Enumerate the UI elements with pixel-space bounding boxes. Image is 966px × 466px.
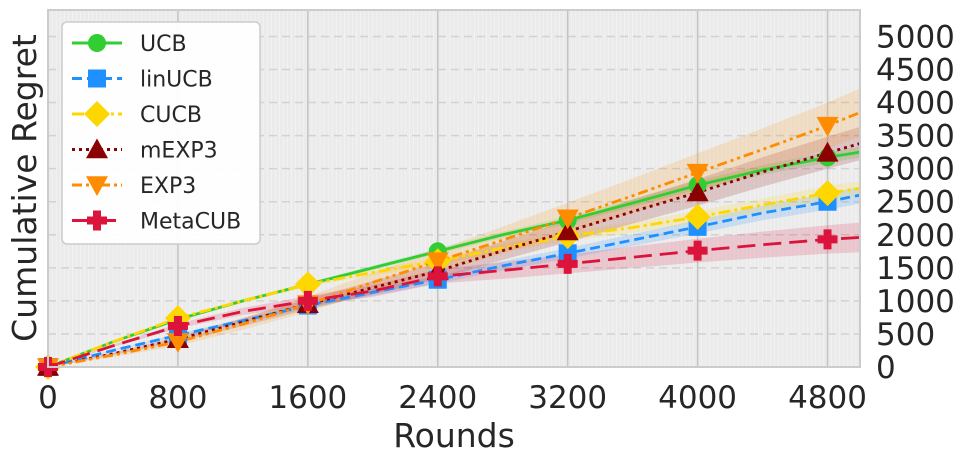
legend-marker-mexp3 <box>86 138 108 159</box>
marker-metacub <box>557 253 578 274</box>
legend-label-ucb: UCB <box>140 32 187 57</box>
series-line-exp3 <box>47 111 861 369</box>
marker-metacub <box>297 290 318 311</box>
x-tick-label: 4000 <box>658 380 737 416</box>
marker-metacub <box>817 229 838 250</box>
y-tick-label: 1000 <box>876 284 955 320</box>
legend-label-metacub: MetaCUB <box>140 210 241 235</box>
marker-exp3 <box>426 252 449 273</box>
marker-cucb <box>814 180 841 207</box>
series-line-metacub <box>47 236 861 369</box>
x-axis-title: Rounds <box>393 416 515 455</box>
legend-marker-linucb <box>88 69 106 88</box>
marker-exp3 <box>556 209 579 230</box>
y-tick-label: 0 <box>876 350 896 386</box>
x-tick-label: 4800 <box>788 380 867 416</box>
band-cucb <box>48 181 860 367</box>
x-tick-label: 3200 <box>528 380 607 416</box>
y-axis-title: Cumulative Regret <box>5 34 44 342</box>
marker-exp3 <box>816 116 839 137</box>
marker-exp3 <box>166 333 189 353</box>
marker-linucb <box>558 244 577 263</box>
marker-metacub <box>427 266 448 287</box>
marker-mexp3 <box>686 181 709 202</box>
series-lines <box>47 111 861 369</box>
x-tick-label: 1600 <box>268 380 347 416</box>
legend-label-cucb: CUCB <box>140 103 202 128</box>
marker-mexp3 <box>816 141 839 162</box>
legend-label-mexp3: mEXP3 <box>140 139 218 164</box>
series-markers <box>35 116 841 380</box>
marker-cucb <box>294 271 321 298</box>
legend-marker-ucb <box>88 34 106 52</box>
y-tick-label: 2500 <box>876 185 955 221</box>
y-tick-label: 3000 <box>876 152 955 188</box>
marker-metacub <box>167 316 188 337</box>
legend-marker-metacub <box>87 210 107 231</box>
marker-exp3 <box>686 163 709 184</box>
legend: UCB linUCB CUCB mEXP3 EXP3 MetaCUB <box>61 21 261 245</box>
y-tick-label: 500 <box>876 317 935 353</box>
marker-mexp3 <box>556 220 579 241</box>
plot-frame <box>47 9 861 368</box>
series-line-cucb <box>47 187 861 369</box>
x-tick-label: 2400 <box>398 380 477 416</box>
band-metacub <box>48 222 860 367</box>
x-tick-label: 0 <box>38 380 58 416</box>
marker-cucb <box>684 203 711 230</box>
legend-label-linucb: linUCB <box>140 68 213 93</box>
series-line-mexp3 <box>47 142 861 369</box>
x-tick-labels: 0 800 1600 2400 3200 4000 4800 <box>38 380 867 416</box>
y-tick-label: 2000 <box>876 218 955 254</box>
marker-metacub <box>687 240 708 261</box>
legend-label-exp3: EXP3 <box>140 174 196 199</box>
y-tick-label: 4000 <box>876 86 955 122</box>
series-line-linucb <box>47 193 861 369</box>
y-tick-label: 1500 <box>876 251 955 287</box>
legend-marker-exp3 <box>86 176 108 196</box>
band-linucb <box>48 186 860 367</box>
x-tick-label: 800 <box>148 380 207 416</box>
legend-marker-cucb <box>84 101 110 127</box>
y-tick-label: 5000 <box>876 19 955 55</box>
y-tick-label: 4500 <box>876 53 955 89</box>
y-tick-label: 3500 <box>876 119 955 155</box>
